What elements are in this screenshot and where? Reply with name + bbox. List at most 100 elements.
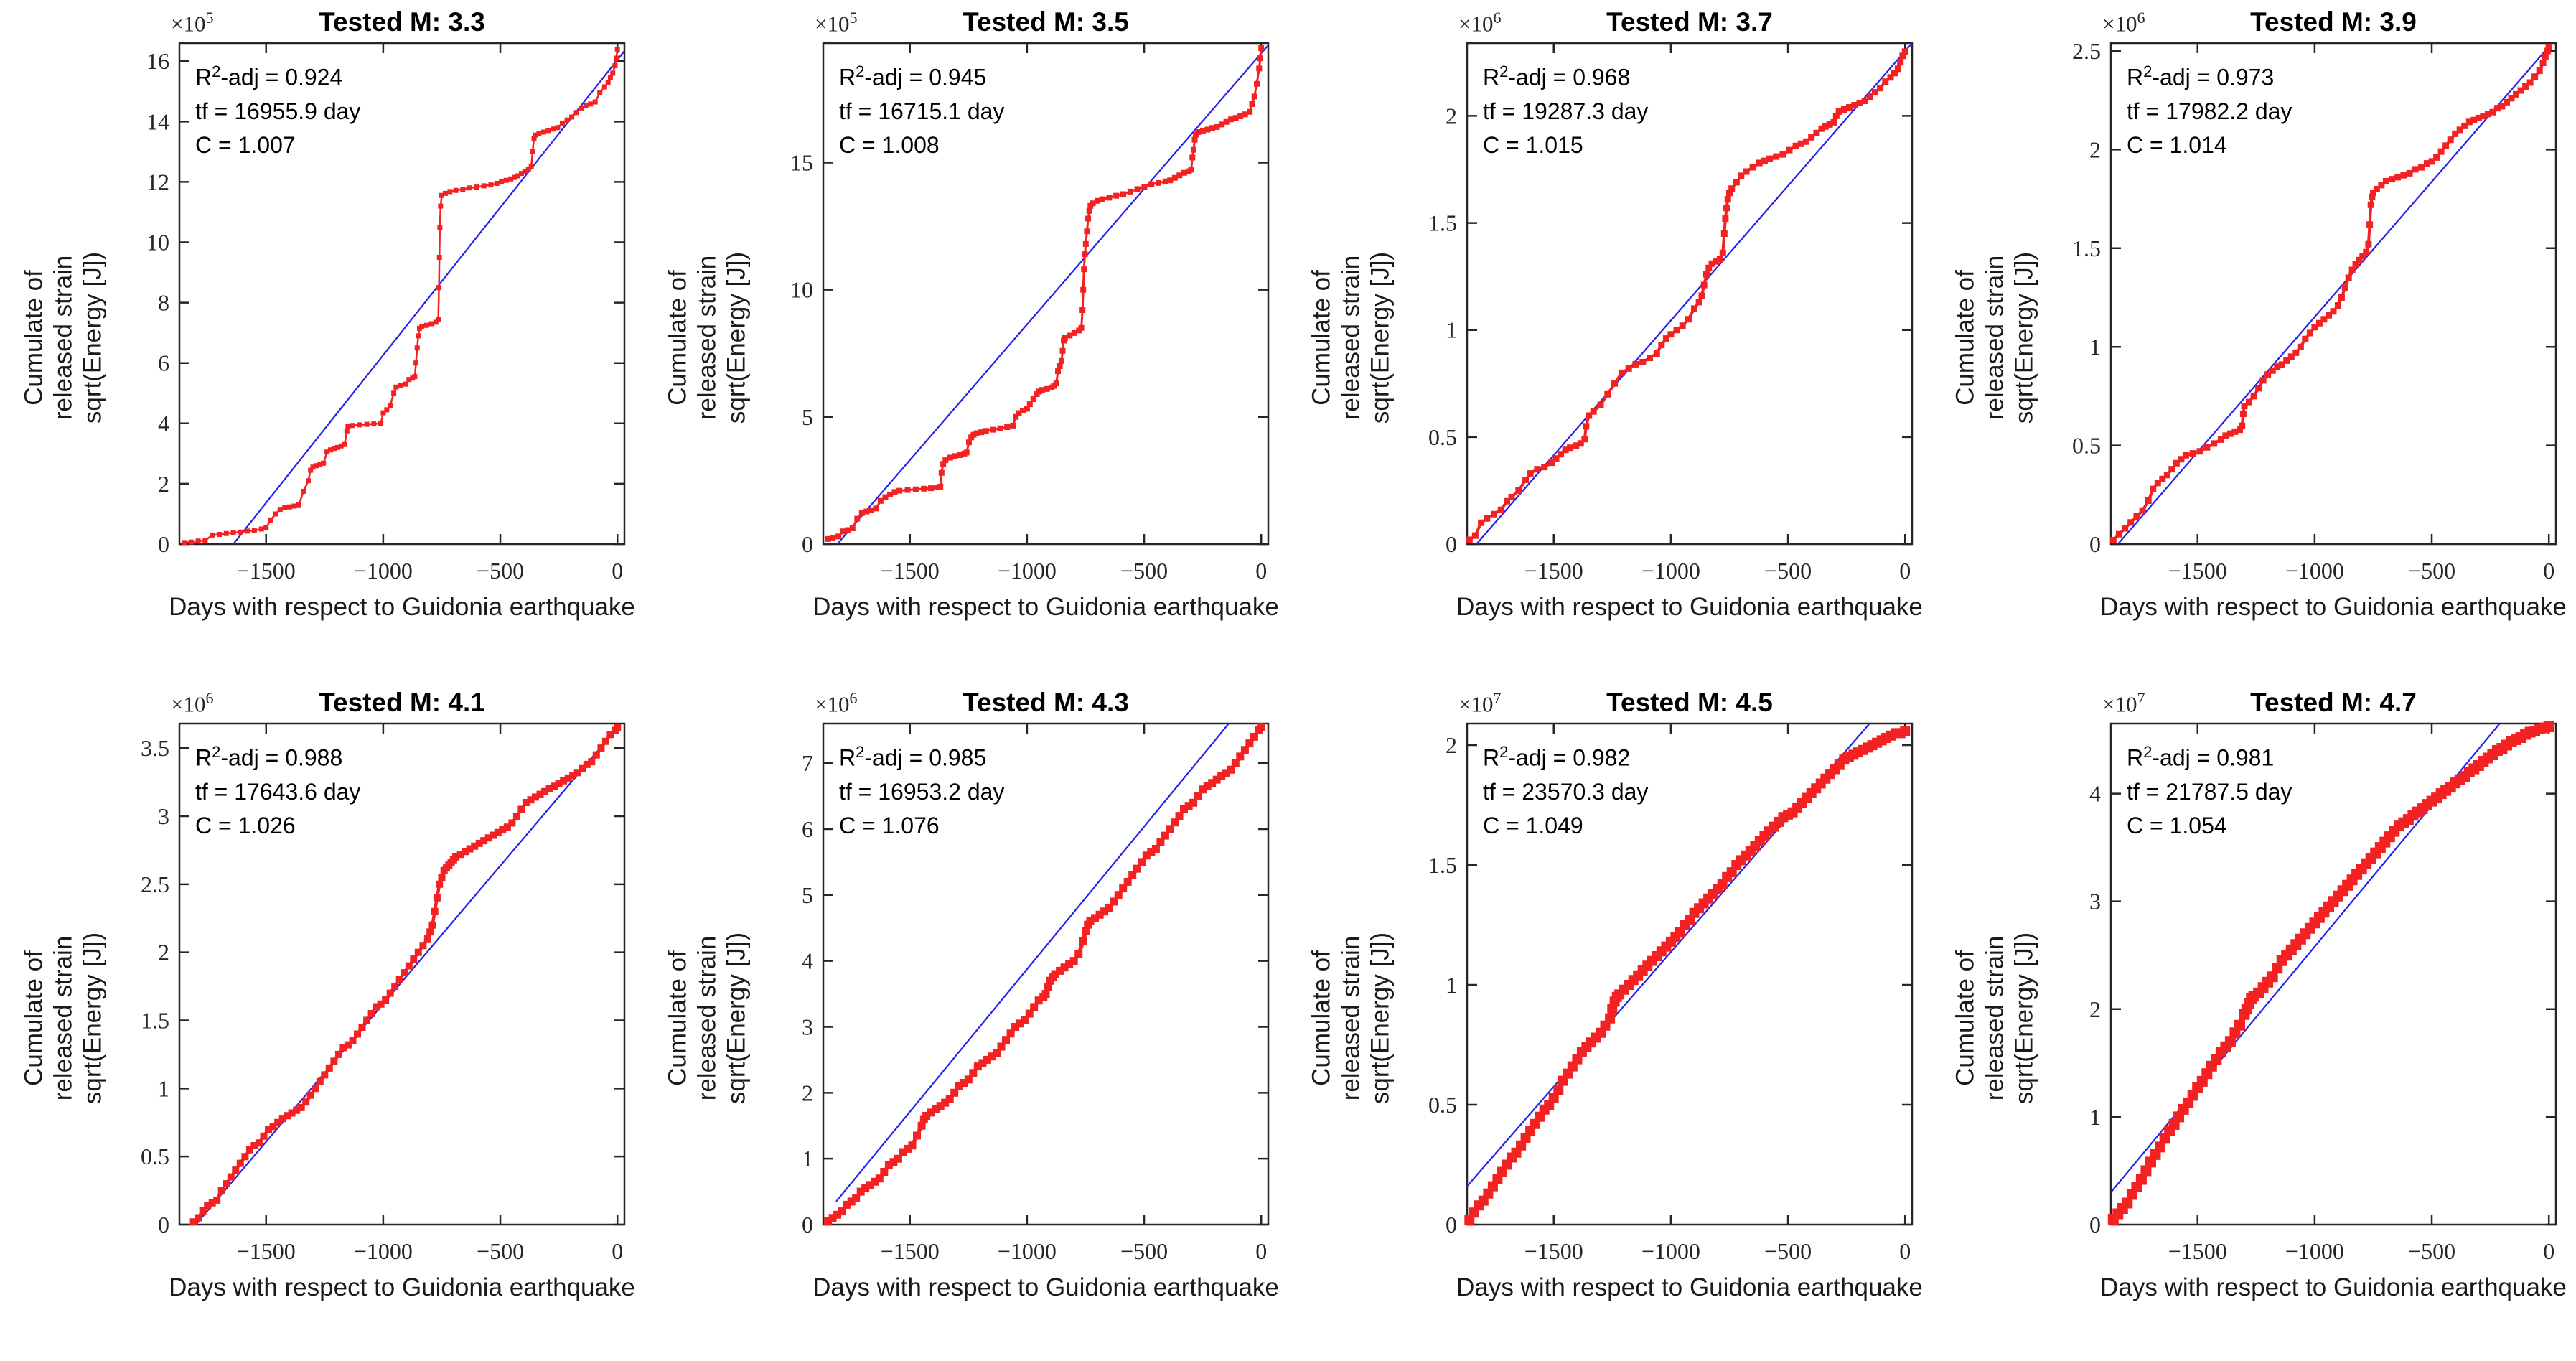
x-tick-label: −500 <box>1120 558 1168 584</box>
fit-stats-annotation: R2-adj = 0.981 tf = 21787.5 day C = 1.054 <box>2127 735 2292 843</box>
y-tick-label: 2 <box>158 940 169 965</box>
linear-fit-line <box>835 724 1230 1202</box>
y-tick-label: 4 <box>158 411 169 436</box>
y-tick-label: 2.5 <box>2072 38 2101 64</box>
r2-value: -adj = 0.982 <box>1508 744 1631 771</box>
r2-symbol: R <box>839 744 856 771</box>
y-axis-label-line: sqrt(Energy [J]) <box>2010 251 2038 424</box>
y-axis-label: Cumulate of released strain sqrt(Energy [J… <box>19 88 108 589</box>
subplot-3-5: −1500 −1000 −500 0 0 5 10 15 ×105 Tested M: 3.5 R2… <box>644 0 1288 680</box>
c-line: C = 1.008 <box>839 131 940 158</box>
exponent-power: 5 <box>849 9 858 27</box>
linear-fit-line <box>233 50 624 544</box>
c-line: C = 1.026 <box>195 812 296 838</box>
y-tick-label: 10 <box>790 277 813 303</box>
fit-stats-annotation: R2-adj = 0.973 tf = 17982.2 day C = 1.014 <box>2127 55 2292 162</box>
tick-marks <box>1467 43 1912 546</box>
x-tick-label: −1500 <box>1524 1238 1583 1264</box>
r2-adj-line: R2-adj = 0.988 <box>195 735 360 775</box>
y-axis-label-line: released strain <box>49 935 78 1101</box>
c-line: C = 1.007 <box>195 131 296 158</box>
c-line: C = 1.015 <box>1483 131 1583 158</box>
plot-box <box>822 42 1270 546</box>
subplot-4-1: −1500 −1000 −500 0 0 0.5 1 1.5 2 2.5 3 3.5 ×106 Teste… <box>0 680 644 1361</box>
axes-canvas: −1500 −1000 −500 0 0 0.5 1 1.5 2 <box>1428 42 1914 584</box>
y-tick-label: 0 <box>2089 531 2101 557</box>
r2-value: -adj = 0.981 <box>2152 744 2275 771</box>
y-axis-label-line: sqrt(Energy [J]) <box>722 251 751 424</box>
tf-line: tf = 17982.2 day <box>2127 98 2292 124</box>
y-tick-label: 5 <box>802 882 813 908</box>
fit-stats-annotation: R2-adj = 0.982 tf = 23570.3 day C = 1.049 <box>1483 735 1648 843</box>
linear-fit-line <box>836 45 1268 544</box>
y-tick-label: 1 <box>2089 334 2101 360</box>
plot-box <box>1466 42 1914 546</box>
y-tick-label: 1.5 <box>2072 235 2101 261</box>
axes-canvas: −1500 −1000 −500 0 0 1 2 3 4 5 6 7 <box>802 722 1270 1264</box>
x-tick-label: 0 <box>2543 558 2554 584</box>
x-tick-label: −1500 <box>881 1238 940 1264</box>
x-tick-label: 0 <box>2543 1238 2554 1264</box>
exponent-power: 7 <box>1493 689 1502 707</box>
exponent-base: ×10 <box>171 691 206 717</box>
tf-line: tf = 16715.1 day <box>839 98 1005 124</box>
y-tick-label: 0 <box>1446 1212 1457 1238</box>
y-tick-label: 4 <box>802 948 813 974</box>
y-tick-label: 10 <box>146 230 169 256</box>
y-tick-label: 3 <box>2089 889 2101 915</box>
y-axis-exponent: ×107 <box>1458 689 1501 717</box>
tick-marks <box>179 724 624 1226</box>
fit-stats-annotation: R2-adj = 0.945 tf = 16715.1 day C = 1.008 <box>839 55 1004 162</box>
x-tick-label: 0 <box>612 1238 623 1264</box>
r2-value: -adj = 0.945 <box>864 64 987 90</box>
y-tick-label: 0.5 <box>1428 424 1457 450</box>
y-tick-label: 0.5 <box>1428 1092 1457 1118</box>
x-axis-label: Days with respect to Guidonia earthquake <box>169 1273 635 1301</box>
exponent-base: ×10 <box>1458 691 1494 717</box>
x-axis-label: Days with respect to Guidonia earthquake <box>812 593 1279 621</box>
y-axis-label-line: sqrt(Energy [J]) <box>1366 251 1395 424</box>
x-tick-label: 0 <box>1899 558 1911 584</box>
y-tick-label: 15 <box>790 150 813 176</box>
y-tick-label: 3 <box>158 803 169 829</box>
y-axis-label-line: Cumulate of <box>663 950 692 1086</box>
y-axis-label: Cumulate of released strain sqrt(Energy [J… <box>1307 768 1395 1269</box>
x-axis-label: Days with respect to Guidonia earthquake <box>1456 1273 1923 1301</box>
r2-adj-line: R2-adj = 0.945 <box>839 55 1004 95</box>
exponent-base: ×10 <box>815 691 850 717</box>
subplot-4-3: −1500 −1000 −500 0 0 1 2 3 4 5 6 7 ×106 Tested M: 4.3… <box>644 680 1288 1361</box>
y-tick-label: 0 <box>802 1212 813 1238</box>
y-axis-label: Cumulate of released strain sqrt(Energy [J… <box>663 768 751 1269</box>
y-axis-exponent: ×105 <box>171 9 213 37</box>
plot-box <box>2109 722 2557 1226</box>
x-tick-label: −500 <box>477 558 524 584</box>
axes-canvas: −1500 −1000 −500 0 0 1 2 3 4 <box>2089 721 2557 1264</box>
y-tick-label: 0 <box>802 531 813 557</box>
subplot-3-3: −1500 −1000 −500 0 0 2 4 6 8 10 12 14 16 ×105 Tested M… <box>0 0 644 680</box>
x-axis-label: Days with respect to Guidonia earthquake <box>1456 593 1923 621</box>
y-axis-exponent: ×106 <box>2102 9 2145 37</box>
x-tick-label: −1000 <box>1641 558 1700 584</box>
y-axis-label-line: sqrt(Energy [J]) <box>2010 932 2038 1105</box>
subplot-4-5: −1500 −1000 −500 0 0 0.5 1 1.5 2 ×107 Tested M: 4.… <box>1288 680 1931 1361</box>
y-tick-label: 1 <box>158 1075 169 1101</box>
x-tick-label: 0 <box>612 558 623 584</box>
r2-symbol: R <box>195 744 212 771</box>
x-axis-label: Days with respect to Guidonia earthquake <box>2100 1273 2567 1301</box>
subplot-title: Tested M: 3.9 <box>2250 7 2417 37</box>
r2-value: -adj = 0.985 <box>864 744 987 771</box>
x-tick-label: −500 <box>1120 1238 1168 1264</box>
c-line: C = 1.076 <box>839 812 940 838</box>
x-tick-label: −1000 <box>998 558 1057 584</box>
r2-adj-line: R2-adj = 0.985 <box>839 735 1004 775</box>
x-tick-label: −500 <box>2408 558 2455 584</box>
x-tick-label: 0 <box>1255 1238 1267 1264</box>
y-tick-label: 5 <box>802 404 813 430</box>
r2-exponent: 2 <box>1499 743 1509 761</box>
c-line: C = 1.049 <box>1483 812 1583 838</box>
subplot-title: Tested M: 3.7 <box>1606 7 1773 37</box>
y-tick-label: 2 <box>2089 136 2101 162</box>
plot-box <box>822 722 1270 1226</box>
x-axis-label: Days with respect to Guidonia earthquake <box>812 1273 1279 1301</box>
